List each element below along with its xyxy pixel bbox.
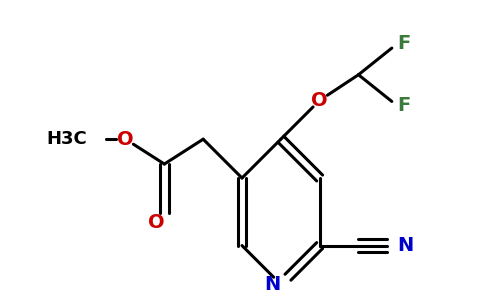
Text: O: O	[117, 130, 134, 149]
Text: N: N	[265, 275, 281, 294]
Text: F: F	[397, 34, 410, 53]
Text: F: F	[397, 96, 410, 115]
Text: O: O	[311, 91, 328, 110]
Text: O: O	[148, 213, 165, 232]
Text: N: N	[397, 236, 413, 255]
Text: H3C: H3C	[46, 130, 87, 148]
